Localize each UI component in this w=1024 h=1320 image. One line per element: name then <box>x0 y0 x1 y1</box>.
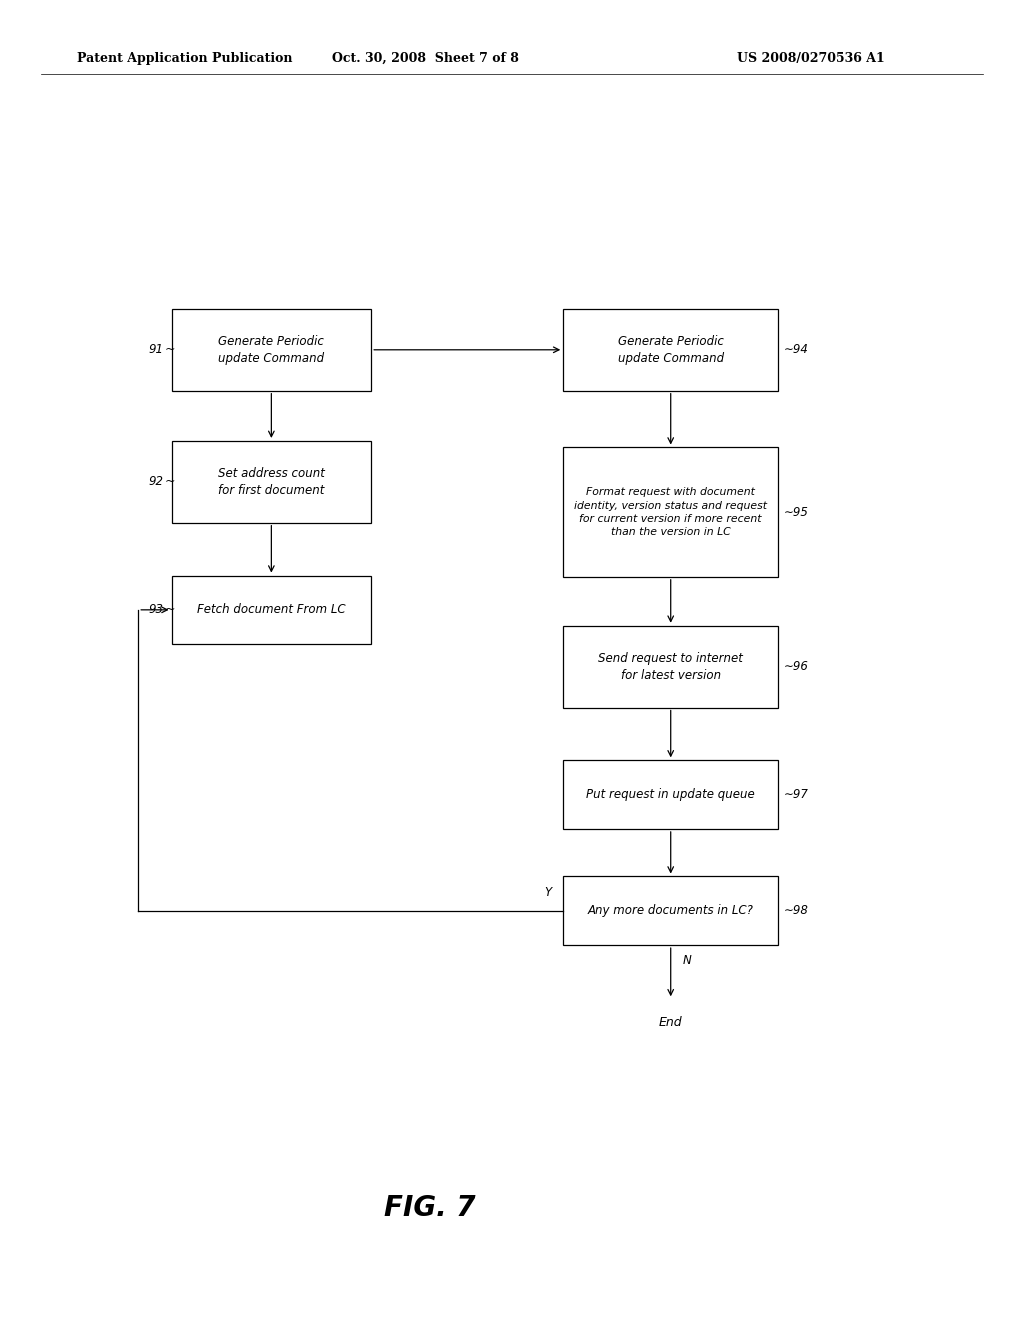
Text: Y: Y <box>545 886 551 899</box>
Text: Send request to internet
for latest version: Send request to internet for latest vers… <box>598 652 743 681</box>
Text: N: N <box>683 954 692 968</box>
Text: Fetch document From LC: Fetch document From LC <box>197 603 346 616</box>
Bar <box>563 447 778 577</box>
Text: ∼95: ∼95 <box>783 506 808 519</box>
Text: Generate Periodic
update Command: Generate Periodic update Command <box>218 335 325 364</box>
Bar <box>172 576 372 644</box>
Text: ∼98: ∼98 <box>783 904 808 917</box>
Bar <box>172 441 372 523</box>
Text: ∼97: ∼97 <box>783 788 808 801</box>
Text: ~: ~ <box>164 603 175 616</box>
Bar <box>172 309 372 391</box>
Text: ~: ~ <box>164 475 175 488</box>
Bar <box>563 876 778 945</box>
Bar <box>563 626 778 708</box>
Bar <box>563 760 778 829</box>
Text: Generate Periodic
update Command: Generate Periodic update Command <box>617 335 724 364</box>
Text: 92: 92 <box>148 475 164 488</box>
Text: US 2008/0270536 A1: US 2008/0270536 A1 <box>737 51 885 65</box>
Text: Patent Application Publication: Patent Application Publication <box>77 51 292 65</box>
Text: ~: ~ <box>164 343 175 356</box>
Text: Format request with document
identity, version status and request
for current ve: Format request with document identity, v… <box>574 487 767 537</box>
Text: End: End <box>658 1016 683 1030</box>
Text: Oct. 30, 2008  Sheet 7 of 8: Oct. 30, 2008 Sheet 7 of 8 <box>332 51 518 65</box>
Bar <box>563 309 778 391</box>
Text: Set address count
for first document: Set address count for first document <box>218 467 325 496</box>
Text: Any more documents in LC?: Any more documents in LC? <box>588 904 754 917</box>
Text: ∼96: ∼96 <box>783 660 808 673</box>
Text: Put request in update queue: Put request in update queue <box>587 788 755 801</box>
Text: ∼94: ∼94 <box>783 343 808 356</box>
Text: 91: 91 <box>148 343 164 356</box>
Text: 93: 93 <box>148 603 164 616</box>
Text: FIG. 7: FIG. 7 <box>384 1193 476 1222</box>
